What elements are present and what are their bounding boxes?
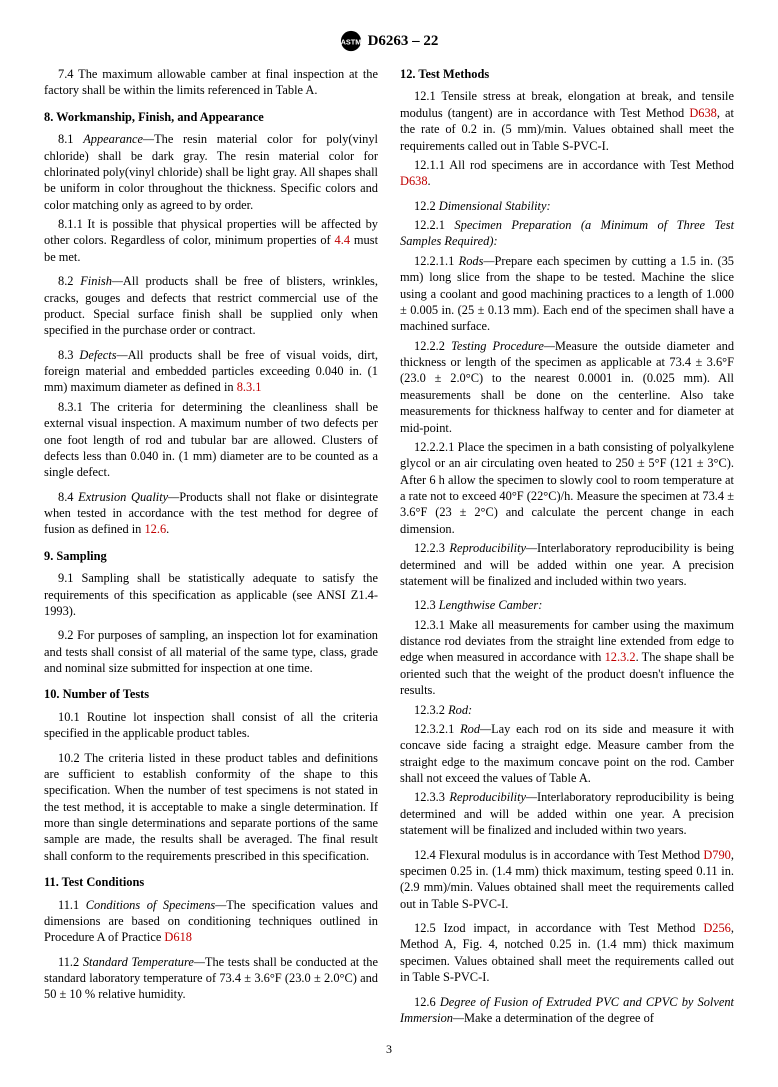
p-8-2: 8.2 Finish—All products shall be free of… [44, 273, 378, 339]
p-8-1: 8.1 Appearance—The resin material color … [44, 131, 378, 213]
section-12-title: 12. Test Methods [400, 66, 734, 82]
page-number: 3 [44, 1042, 734, 1057]
ref-d256[interactable]: D256 [703, 921, 731, 935]
page: ASTM D6263 – 22 7.4 The maximum allowabl… [0, 0, 778, 1087]
p-12-2-1-1: 12.2.1.1 Rods—Prepare each specimen by c… [400, 253, 734, 335]
p-12-3-2-1: 12.3.2.1 Rod—Lay each rod on its side an… [400, 721, 734, 787]
p-12-3-3: 12.3.3 Reproducibility—Interlaboratory r… [400, 789, 734, 838]
section-9-title: 9. Sampling [44, 548, 378, 564]
p-12-2-2: 12.2.2 Testing Procedure—Measure the out… [400, 338, 734, 436]
p-10-2: 10.2 The criteria listed in these produc… [44, 750, 378, 865]
p-8-1-1: 8.1.1 It is possible that physical prope… [44, 216, 378, 265]
p-11-1: 11.1 Conditions of Specimens—The specifi… [44, 897, 378, 946]
p-7-4: 7.4 The maximum allowable camber at fina… [44, 66, 378, 99]
designation: D6263 – 22 [368, 33, 439, 50]
p-9-2: 9.2 For purposes of sampling, an inspect… [44, 627, 378, 676]
ref-12-3-2[interactable]: 12.3.2 [605, 650, 636, 664]
body-columns: 7.4 The maximum allowable camber at fina… [44, 66, 734, 1026]
p-12-3: 12.3 Lengthwise Camber: [400, 597, 734, 613]
p-12-2-2-1: 12.2.2.1 Place the specimen in a bath co… [400, 439, 734, 537]
p-12-5: 12.5 Izod impact, in accordance with Tes… [400, 920, 734, 986]
p-8-3-1: 8.3.1 The criteria for determining the c… [44, 399, 378, 481]
ref-4-4[interactable]: 4.4 [335, 233, 351, 247]
page-header: ASTM D6263 – 22 [44, 30, 734, 52]
p-10-1: 10.1 Routine lot inspection shall consis… [44, 709, 378, 742]
p-12-2: 12.2 Dimensional Stability: [400, 198, 734, 214]
p-12-1-1: 12.1.1 All rod specimens are in accordan… [400, 157, 734, 190]
ref-12-6[interactable]: 12.6 [144, 522, 166, 536]
section-8-title: 8. Workmanship, Finish, and Appearance [44, 109, 378, 125]
p-12-3-2: 12.3.2 Rod: [400, 702, 734, 718]
section-10-title: 10. Number of Tests [44, 686, 378, 702]
ref-d638-b[interactable]: D638 [400, 174, 428, 188]
p-12-1: 12.1 Tensile stress at break, elongation… [400, 88, 734, 154]
p-8-3: 8.3 Defects—All products shall be free o… [44, 347, 378, 396]
p-9-1: 9.1 Sampling shall be statistically adeq… [44, 570, 378, 619]
p-12-4: 12.4 Flexural modulus is in accordance w… [400, 847, 734, 913]
svg-text:ASTM: ASTM [340, 38, 361, 47]
section-11-title: 11. Test Conditions [44, 874, 378, 890]
astm-logo-icon: ASTM [340, 30, 362, 52]
ref-d790[interactable]: D790 [703, 848, 731, 862]
p-12-2-1: 12.2.1 Specimen Preparation (a Minimum o… [400, 217, 734, 250]
p-8-4: 8.4 Extrusion Quality—Products shall not… [44, 489, 378, 538]
ref-d638-a[interactable]: D638 [689, 106, 717, 120]
p-11-2: 11.2 Standard Temperature—The tests shal… [44, 954, 378, 1003]
ref-d618[interactable]: D618 [164, 930, 192, 944]
p-12-2-3: 12.2.3 Reproducibility—Interlaboratory r… [400, 540, 734, 589]
ref-8-3-1[interactable]: 8.3.1 [237, 380, 262, 394]
p-12-6: 12.6 Degree of Fusion of Extruded PVC an… [400, 994, 734, 1027]
p-12-3-1: 12.3.1 Make all measurements for camber … [400, 617, 734, 699]
